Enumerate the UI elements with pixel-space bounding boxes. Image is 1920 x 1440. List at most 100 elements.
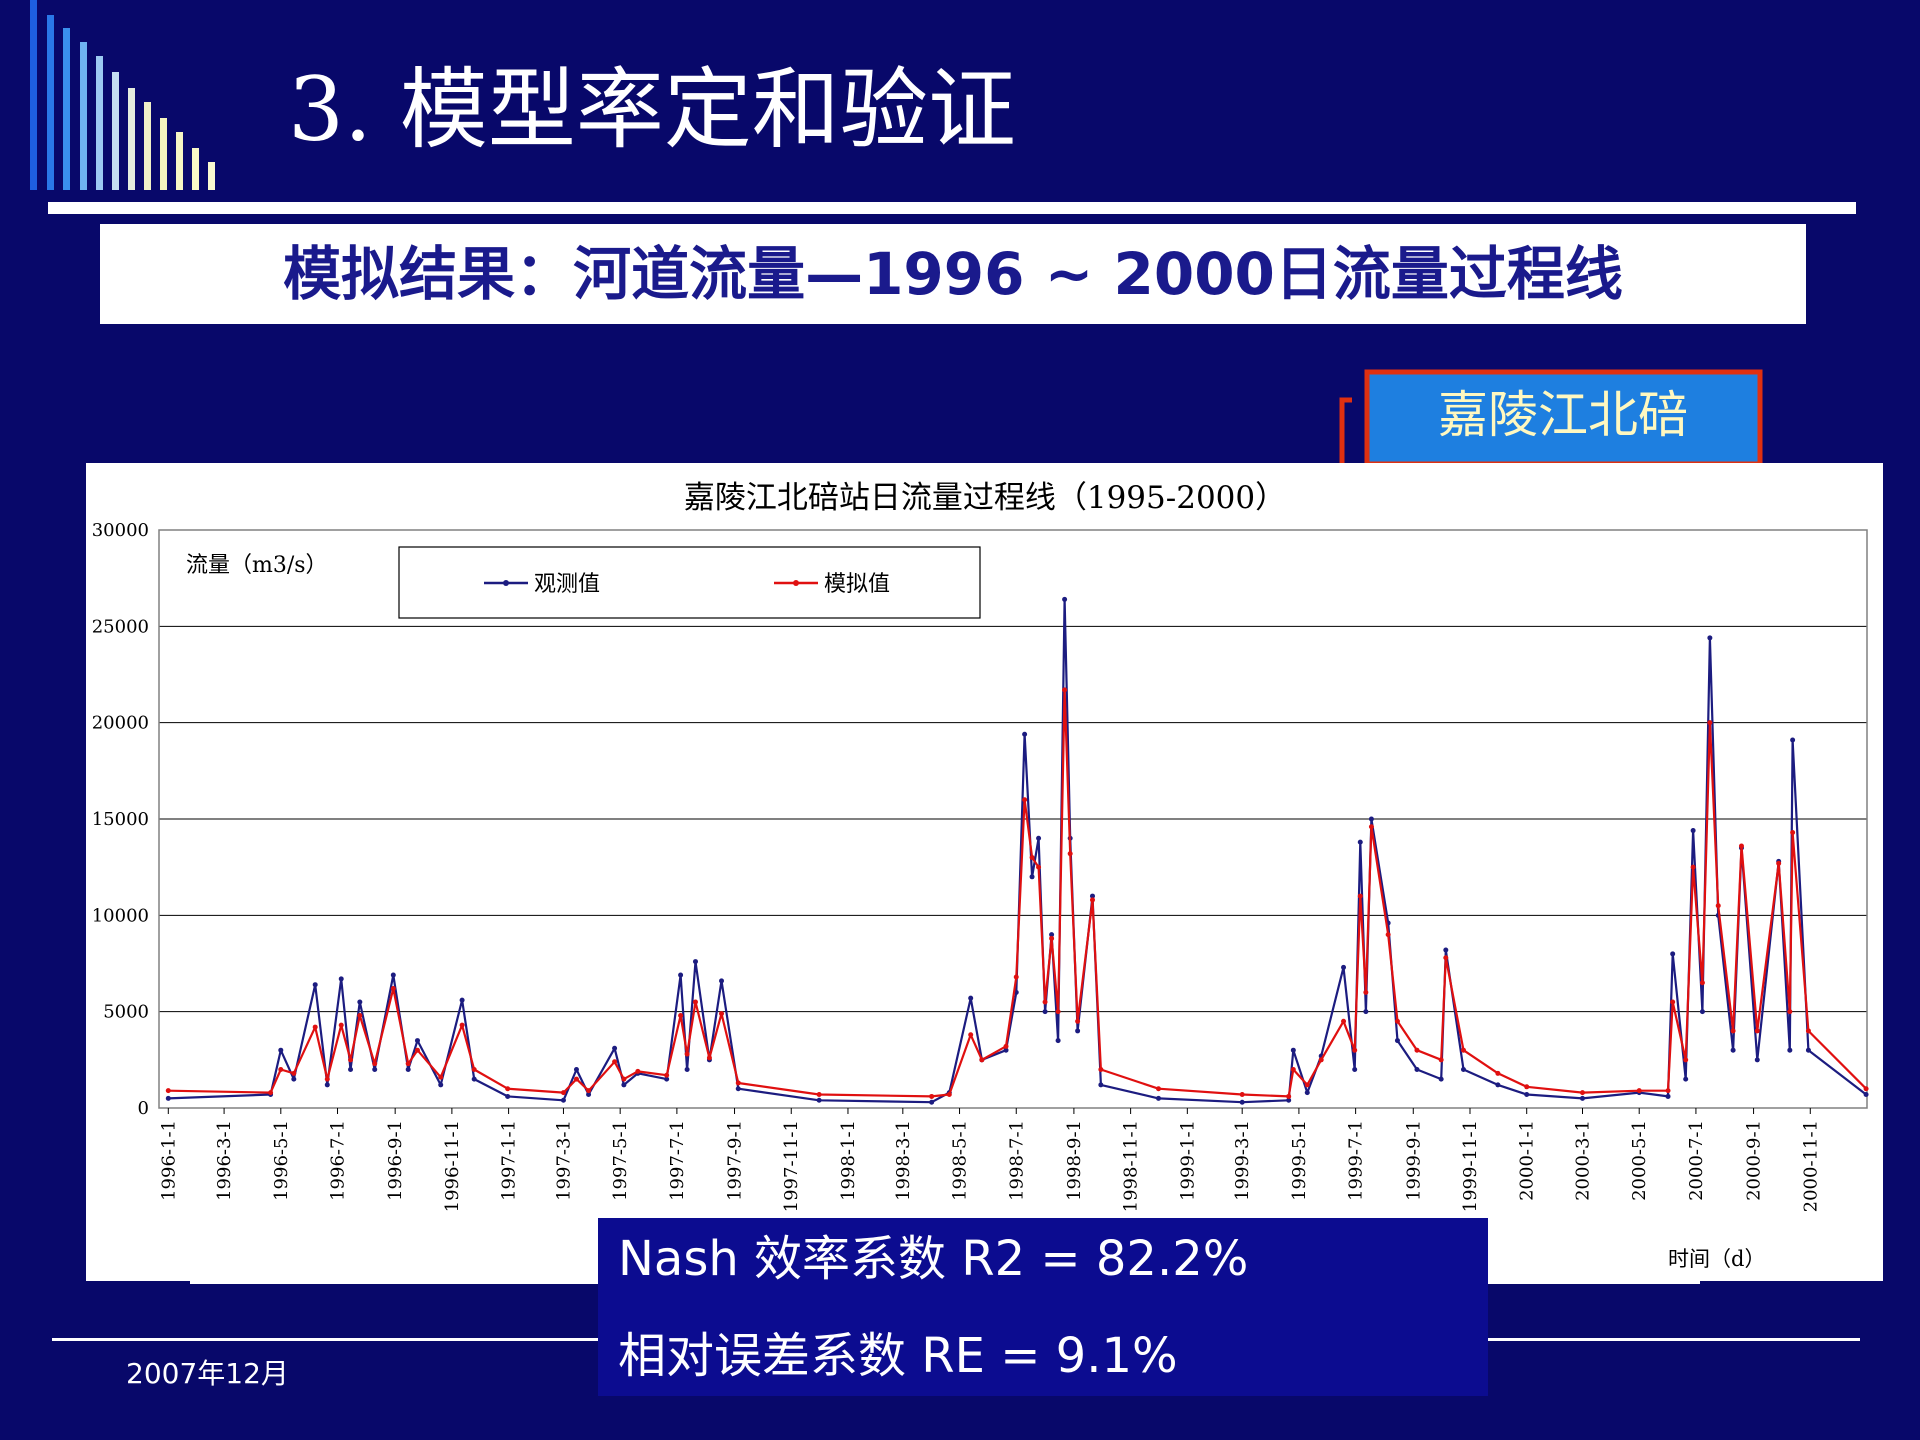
point [1863,1086,1869,1092]
point [1738,843,1744,849]
x-tick-label: 1997-9-1 [725,1120,746,1201]
x-tick-label: 2000-5-1 [1629,1120,1650,1201]
point [1805,1047,1811,1053]
point [1754,1057,1760,1063]
chart-title: 嘉陵江北碚站日流量过程线（1995-2000） [684,480,1286,516]
point [1098,1082,1104,1088]
y-tick-label: 15000 [92,809,149,830]
point [1156,1095,1162,1101]
point [1239,1092,1245,1098]
x-tick-label: 2000-1-1 [1517,1120,1538,1201]
point [586,1088,592,1094]
point [1363,1009,1369,1015]
point [372,1066,378,1072]
point [1036,835,1042,841]
point [348,1057,354,1063]
point [1286,1097,1292,1103]
point [1460,1066,1466,1072]
point [1385,932,1391,938]
point [348,1066,354,1072]
point [692,999,698,1005]
point [1414,1066,1420,1072]
point [1318,1057,1324,1063]
point [1495,1070,1501,1076]
point [692,959,698,965]
point [1438,1076,1444,1082]
point [1368,824,1374,830]
point [979,1057,985,1063]
point [1003,1047,1009,1053]
point [324,1082,330,1088]
point [268,1090,274,1096]
point [1394,1018,1400,1024]
x-tick-label: 1997-3-1 [553,1120,574,1201]
point [573,1076,579,1082]
subtitle-box [100,224,1806,324]
point [1414,1047,1420,1053]
station-label: 嘉陵江北碚 [1438,386,1688,444]
subtitle: 模拟结果：河道流量—1996 ~ 2000日流量过程线 [283,240,1623,308]
metric: 相对误差系数 RE = 9.1% [618,1328,1178,1384]
x-tick-label: 1996-3-1 [214,1120,235,1201]
point [1067,851,1073,857]
x-tick-label: 1996-5-1 [271,1120,292,1201]
legend-label: 模拟值 [824,572,890,597]
point [1290,1066,1296,1072]
x-tick-label: 1996-11-1 [442,1120,463,1212]
x-tick-label: 1998-1-1 [838,1120,859,1201]
point [1042,999,1048,1005]
point [635,1068,641,1074]
point [1790,737,1796,743]
point [1443,947,1449,953]
legend-marker [503,580,509,586]
point [816,1097,822,1103]
point [278,1047,284,1053]
footer-line [1488,1338,1860,1341]
point [291,1070,297,1076]
x-tick-label: 1998-3-1 [893,1120,914,1201]
x-tick-label: 1999-9-1 [1403,1120,1424,1201]
point [1699,980,1705,986]
x-tick-label: 1999-1-1 [1177,1120,1198,1201]
point [664,1076,670,1082]
x-tick-label: 1998-7-1 [1006,1120,1027,1201]
point [1438,1057,1444,1063]
y-tick-label: 5000 [103,1002,149,1023]
point [338,976,344,982]
point [586,1092,592,1098]
x-tick-label: 1996-9-1 [385,1120,406,1201]
x-tick-label: 1999-11-1 [1460,1120,1481,1212]
metrics-box [598,1218,1488,1396]
point [1863,1092,1869,1098]
point [1707,635,1713,641]
point [929,1093,935,1099]
point [1239,1099,1245,1105]
point [459,1022,465,1028]
x-axis-label: 时间（d） [1668,1247,1765,1271]
x-tick-label: 1997-1-1 [499,1120,520,1201]
point [357,1013,363,1019]
point [735,1080,741,1086]
x-tick-label: 1999-7-1 [1346,1120,1367,1201]
point [1042,1009,1048,1015]
point [438,1082,444,1088]
point [1013,974,1019,980]
point [1304,1082,1310,1088]
point [612,1045,618,1051]
point [706,1055,712,1061]
point [405,1066,411,1072]
point [1805,1028,1811,1034]
legend-marker [793,580,799,586]
point [324,1076,330,1082]
point [1036,864,1042,870]
x-tick-label: 2000-11-1 [1800,1120,1821,1212]
point [1579,1090,1585,1096]
point [1665,1088,1671,1094]
y-tick-label: 30000 [92,520,149,541]
x-tick-label: 1999-3-1 [1232,1120,1253,1201]
point [735,1086,741,1092]
point [1699,1009,1705,1015]
point [573,1066,579,1072]
point [1715,903,1721,909]
